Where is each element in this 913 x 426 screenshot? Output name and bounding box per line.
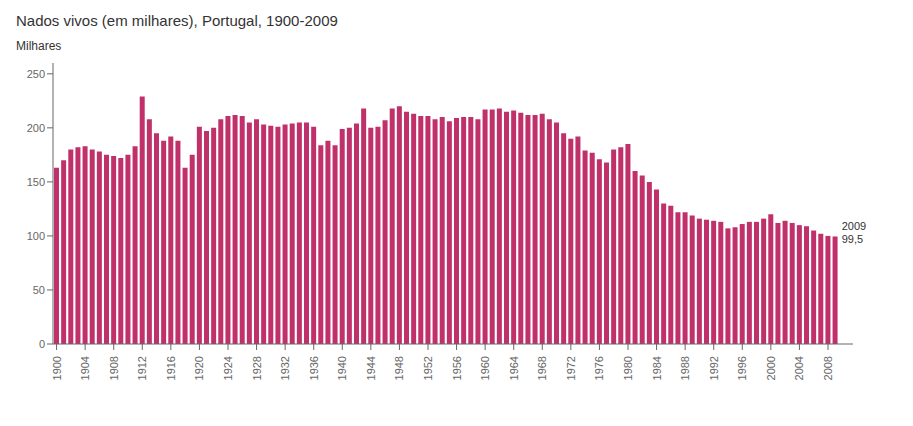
- svg-text:1936: 1936: [308, 356, 320, 380]
- svg-text:2000: 2000: [765, 356, 777, 380]
- svg-text:1956: 1956: [451, 356, 463, 380]
- svg-text:1992: 1992: [708, 356, 720, 380]
- svg-text:100: 100: [27, 230, 45, 242]
- svg-text:1976: 1976: [593, 356, 605, 380]
- svg-text:150: 150: [27, 176, 45, 188]
- svg-text:1948: 1948: [393, 356, 405, 380]
- svg-text:1900: 1900: [51, 356, 63, 380]
- svg-text:1984: 1984: [651, 356, 663, 380]
- svg-text:1904: 1904: [79, 356, 91, 380]
- svg-text:1928: 1928: [251, 356, 263, 380]
- svg-text:1952: 1952: [422, 356, 434, 380]
- svg-text:1920: 1920: [193, 356, 205, 380]
- svg-text:1912: 1912: [136, 356, 148, 380]
- svg-text:200999,5: 200999,5: [842, 220, 866, 245]
- svg-text:2008: 2008: [822, 356, 834, 380]
- svg-text:1944: 1944: [365, 356, 377, 380]
- svg-text:1972: 1972: [565, 356, 577, 380]
- svg-text:0: 0: [39, 338, 45, 350]
- svg-text:50: 50: [33, 284, 45, 296]
- svg-text:1932: 1932: [279, 356, 291, 380]
- svg-text:1940: 1940: [336, 356, 348, 380]
- svg-text:1924: 1924: [222, 356, 234, 380]
- svg-text:2004: 2004: [793, 356, 805, 380]
- svg-text:1996: 1996: [736, 356, 748, 380]
- svg-text:1988: 1988: [679, 356, 691, 380]
- svg-text:250: 250: [27, 68, 45, 80]
- svg-text:200: 200: [27, 122, 45, 134]
- svg-text:1968: 1968: [536, 356, 548, 380]
- svg-text:1964: 1964: [508, 356, 520, 380]
- html-text:Milhares: Milhares: [16, 39, 62, 53]
- svg-text:1980: 1980: [622, 356, 634, 380]
- svg-text:1908: 1908: [108, 356, 120, 380]
- svg-text:1916: 1916: [165, 356, 177, 380]
- html-text:Nados vivos (em milhares), Por: Nados vivos (em milhares), Portugal, 190…: [16, 12, 338, 29]
- svg-text:1960: 1960: [479, 356, 491, 380]
